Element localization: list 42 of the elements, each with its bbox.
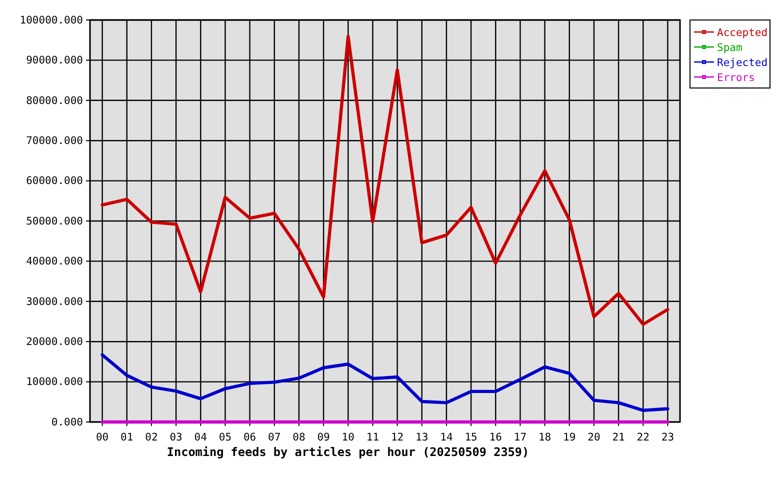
y-tick-label: 100000.000: [20, 14, 83, 26]
x-tick-label: 22: [636, 432, 650, 444]
y-tick-label: 70000.000: [26, 134, 83, 147]
x-tick-label: 17: [514, 432, 527, 444]
x-tick-label: 13: [416, 432, 428, 444]
x-tick-label: 05: [218, 432, 232, 444]
x-tick-label: 08: [292, 432, 306, 444]
x-tick-label: 18: [538, 432, 552, 444]
legend-label: Errors: [717, 72, 755, 84]
x-axis-title: Incoming feeds by articles per hour (20250509 2359): [166, 445, 530, 459]
x-tick-label: 19: [563, 432, 576, 444]
x-tick-label: 12: [390, 432, 404, 444]
y-tick-label: 30000.000: [26, 296, 83, 308]
x-tick-label: 02: [145, 432, 158, 444]
y-tick-label: 10000.000: [26, 376, 83, 388]
y-tick-label: 50000.000: [26, 215, 83, 228]
y-tick-label: 90000.000: [26, 54, 83, 67]
x-tick-label: 07: [268, 432, 281, 444]
y-tick-label: 40000.000: [26, 256, 83, 268]
y-tick-label: 80000.000: [26, 94, 83, 107]
legend-label: Accepted: [717, 27, 768, 39]
y-tick-label: 20000.000: [26, 336, 83, 348]
x-tick-label: 15: [464, 432, 478, 444]
y-tick-label: 0.000: [51, 416, 83, 428]
x-tick-label: 10: [342, 432, 354, 444]
x-tick-label: 23: [661, 432, 674, 444]
x-tick-label: 20: [588, 432, 600, 444]
x-tick-label: 04: [194, 432, 207, 444]
x-tick-label: 21: [612, 432, 625, 444]
x-tick-label: 09: [317, 432, 330, 444]
x-tick-label: 01: [120, 432, 134, 444]
x-tick-label: 11: [366, 432, 380, 444]
legend-label: Rejected: [717, 57, 768, 69]
x-tick-label: 06: [243, 432, 256, 444]
x-tick-label: 03: [170, 432, 182, 444]
x-tick-label: 16: [489, 432, 502, 444]
line-series: [100, 353, 670, 412]
x-tick-label: 14: [440, 432, 453, 444]
legend-label: Spam: [717, 42, 742, 54]
line-series: [100, 34, 670, 326]
y-tick-label: 60000.000: [26, 175, 83, 188]
x-tick-label: 00: [96, 432, 109, 444]
